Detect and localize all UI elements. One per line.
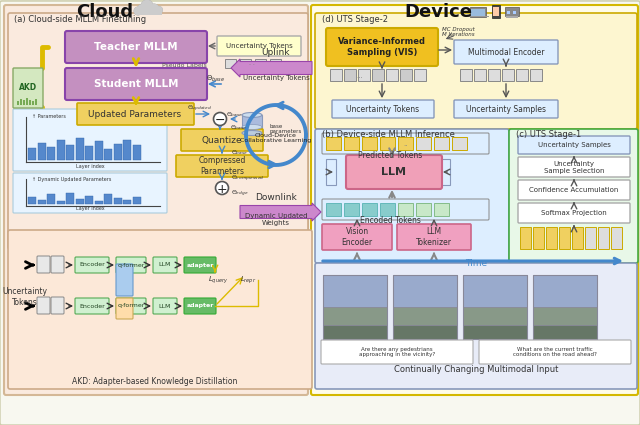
Bar <box>113 198 122 204</box>
Text: $\Theta_{base}$: $\Theta_{base}$ <box>231 149 248 157</box>
Bar <box>270 59 281 68</box>
Bar <box>326 159 336 185</box>
Bar <box>598 227 609 249</box>
FancyBboxPatch shape <box>518 157 630 177</box>
FancyBboxPatch shape <box>518 180 630 200</box>
FancyBboxPatch shape <box>13 68 43 108</box>
Bar <box>66 145 74 160</box>
Text: Cloud: Cloud <box>76 3 134 21</box>
Bar <box>66 193 74 204</box>
Bar <box>323 307 387 325</box>
Bar <box>76 199 83 204</box>
Bar <box>85 196 93 204</box>
Bar <box>416 137 431 150</box>
Bar <box>471 9 485 16</box>
Bar <box>56 140 65 160</box>
Bar <box>533 227 544 249</box>
Text: Device: Device <box>404 3 472 21</box>
Text: LLM: LLM <box>159 263 171 267</box>
Text: (d) UTS Stage-2: (d) UTS Stage-2 <box>322 14 388 23</box>
Bar <box>470 7 486 17</box>
Text: ↑ Parameters: ↑ Parameters <box>32 113 66 119</box>
Text: $L_{query}$: $L_{query}$ <box>208 274 228 286</box>
FancyBboxPatch shape <box>176 155 268 177</box>
Text: Time: Time <box>465 260 487 269</box>
Bar <box>26 98 28 105</box>
FancyBboxPatch shape <box>184 257 216 273</box>
Bar <box>344 203 359 216</box>
Circle shape <box>155 6 163 14</box>
Bar <box>323 325 387 339</box>
FancyBboxPatch shape <box>13 109 167 171</box>
FancyBboxPatch shape <box>397 224 471 250</box>
Bar <box>611 227 622 249</box>
Bar <box>362 203 377 216</box>
Bar <box>533 275 597 307</box>
Text: Uncertainty Samples: Uncertainty Samples <box>538 142 611 148</box>
FancyBboxPatch shape <box>315 263 637 389</box>
Text: q-former: q-former <box>117 263 145 267</box>
FancyBboxPatch shape <box>8 230 312 389</box>
Text: Predicted Tokens: Predicted Tokens <box>358 150 422 159</box>
FancyBboxPatch shape <box>479 340 631 364</box>
Text: $\Theta_{base}$: $\Theta_{base}$ <box>230 124 247 133</box>
Text: Encoded Tokens: Encoded Tokens <box>360 215 420 224</box>
Bar <box>416 203 431 216</box>
FancyBboxPatch shape <box>332 100 434 118</box>
Text: Downlink: Downlink <box>255 193 297 201</box>
Text: $L_{repr}$: $L_{repr}$ <box>240 274 256 286</box>
Text: Dynamic Updated
Weights: Dynamic Updated Weights <box>244 212 307 226</box>
Bar <box>56 201 65 204</box>
Bar <box>225 59 236 68</box>
Circle shape <box>214 113 227 125</box>
Bar <box>323 275 387 307</box>
FancyBboxPatch shape <box>346 155 442 189</box>
Text: LLM
Tokenizer: LLM Tokenizer <box>416 227 452 246</box>
FancyBboxPatch shape <box>509 129 638 263</box>
Text: $\Theta_{updated}$: $\Theta_{updated}$ <box>188 104 212 114</box>
Bar <box>572 227 583 249</box>
Bar <box>492 5 500 18</box>
Bar <box>516 69 528 81</box>
Text: Softmax Projection: Softmax Projection <box>541 210 607 216</box>
Bar <box>47 147 55 160</box>
Bar <box>440 159 450 185</box>
Text: Quantize: Quantize <box>202 136 243 144</box>
Bar <box>585 227 596 249</box>
FancyArrow shape <box>240 203 321 221</box>
Text: Uncertainty
Sample Selection: Uncertainty Sample Selection <box>544 161 604 173</box>
Bar <box>502 69 514 81</box>
FancyBboxPatch shape <box>315 129 509 263</box>
Text: Student MLLM: Student MLLM <box>93 79 179 89</box>
Bar <box>493 7 499 16</box>
Bar <box>330 69 342 81</box>
Bar <box>467 15 489 17</box>
Text: LLM: LLM <box>381 167 406 177</box>
Bar <box>393 307 457 325</box>
Bar <box>463 325 527 339</box>
Text: Pseudo Labels: Pseudo Labels <box>162 62 207 68</box>
Bar <box>326 137 341 150</box>
Bar <box>362 137 377 150</box>
Bar <box>255 59 266 68</box>
Text: ..: .. <box>403 141 407 147</box>
Text: AKD: AKD <box>19 82 37 91</box>
Circle shape <box>141 0 154 12</box>
FancyBboxPatch shape <box>518 203 630 223</box>
Bar <box>104 194 112 204</box>
FancyBboxPatch shape <box>153 257 177 273</box>
Text: ...: ... <box>356 73 364 79</box>
FancyBboxPatch shape <box>116 298 146 314</box>
Text: - -: - - <box>249 62 255 66</box>
Bar <box>76 138 83 160</box>
Text: MC Dropout
M Iterations: MC Dropout M Iterations <box>442 27 474 37</box>
Circle shape <box>134 6 143 15</box>
FancyBboxPatch shape <box>51 297 64 314</box>
Bar <box>29 100 31 105</box>
Bar <box>386 69 398 81</box>
Text: Uncertainty Tokens: Uncertainty Tokens <box>243 75 309 81</box>
FancyBboxPatch shape <box>13 173 167 213</box>
FancyBboxPatch shape <box>65 31 207 63</box>
Bar <box>326 203 341 216</box>
